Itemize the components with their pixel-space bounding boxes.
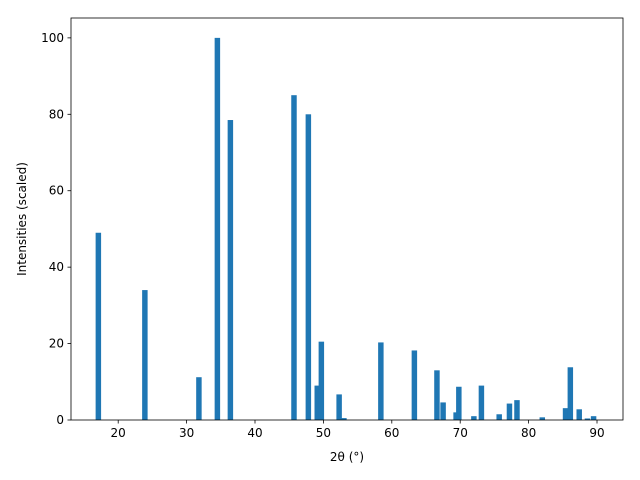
bar bbox=[314, 385, 320, 420]
y-tick-label: 80 bbox=[49, 107, 64, 121]
bar bbox=[291, 95, 297, 420]
bar bbox=[227, 120, 234, 421]
bar bbox=[456, 386, 462, 420]
bar bbox=[142, 290, 148, 420]
bar bbox=[514, 400, 520, 420]
x-tick-label: 80 bbox=[521, 426, 536, 440]
bar bbox=[434, 370, 440, 420]
x-tick-label: 30 bbox=[179, 426, 194, 440]
x-tick-label: 70 bbox=[453, 426, 468, 440]
y-tick-label: 60 bbox=[49, 184, 64, 198]
bar bbox=[336, 394, 342, 420]
y-tick-label: 100 bbox=[41, 31, 64, 45]
bar bbox=[576, 409, 582, 420]
bar bbox=[478, 385, 485, 420]
bar bbox=[590, 416, 597, 420]
bar bbox=[584, 418, 591, 420]
y-tick-label: 20 bbox=[49, 337, 64, 351]
y-axis-label: Intensities (scaled) bbox=[15, 162, 29, 276]
bar bbox=[95, 232, 102, 420]
bar bbox=[567, 367, 574, 420]
x-tick-label: 40 bbox=[247, 426, 262, 440]
bar bbox=[214, 37, 221, 420]
bar bbox=[318, 341, 325, 420]
plot-frame bbox=[70, 17, 624, 421]
bar bbox=[411, 350, 418, 420]
y-tick-label: 40 bbox=[49, 260, 64, 274]
bar bbox=[196, 377, 202, 420]
x-tick-label: 90 bbox=[589, 426, 604, 440]
y-tick-label: 0 bbox=[56, 413, 64, 427]
x-tick-label: 20 bbox=[111, 426, 126, 440]
bar bbox=[471, 416, 477, 420]
bar bbox=[539, 417, 546, 420]
bar bbox=[506, 403, 513, 420]
bar bbox=[440, 402, 446, 420]
bar bbox=[341, 418, 347, 420]
bar bbox=[496, 414, 502, 420]
x-tick-label: 50 bbox=[316, 426, 331, 440]
bar bbox=[378, 342, 384, 420]
bar bbox=[562, 408, 569, 420]
bar bbox=[305, 114, 312, 421]
x-tick-label: 60 bbox=[384, 426, 399, 440]
x-axis-label: 2θ (°) bbox=[330, 450, 364, 464]
